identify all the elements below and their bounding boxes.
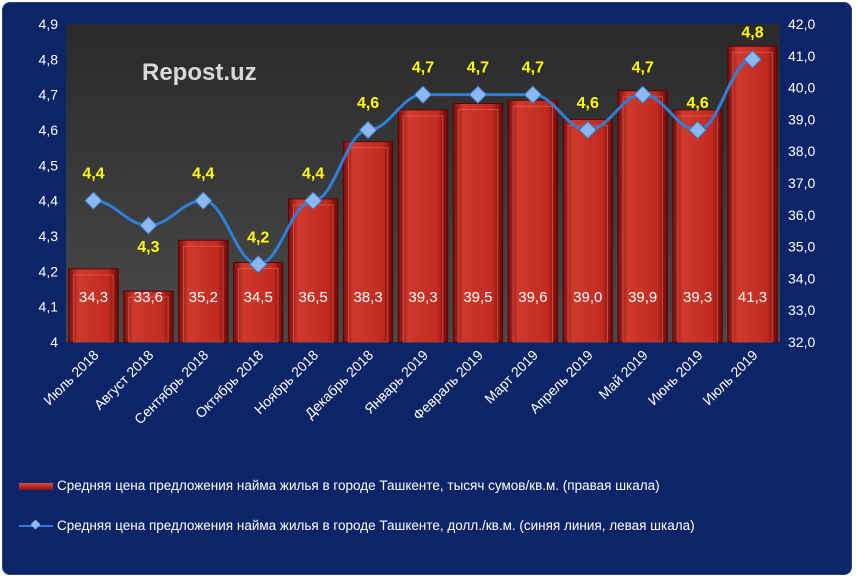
x-axis-label: Март 2019	[481, 347, 541, 407]
bar	[617, 90, 668, 343]
line-value-label: 4,2	[247, 229, 269, 246]
bar-bevel	[183, 245, 224, 343]
bar-value-label: 34,3	[79, 289, 108, 306]
x-axis-label: Июнь 2019	[644, 347, 705, 408]
line-point	[194, 191, 213, 210]
bar-value-label: 39,3	[408, 289, 437, 306]
bar-value-label: 39,6	[518, 289, 547, 306]
legend-item-bars: Средняя цена предложения найма жилья в г…	[19, 476, 660, 496]
left-axis-tick: 4,9	[39, 16, 59, 32]
line-point	[413, 85, 433, 104]
bar	[287, 198, 339, 343]
legend-item-line: Средняя цена предложения найма жилья в г…	[19, 516, 819, 536]
x-axis-label: Май 2019	[595, 347, 651, 403]
line-value-label: 4,4	[302, 166, 324, 183]
line-value-label: 4,6	[357, 95, 379, 112]
left-axis-tick: 4,2	[39, 263, 59, 279]
bar	[68, 268, 119, 343]
left-axis-tick: 4,8	[39, 51, 59, 67]
left-axis-tick: 4,6	[39, 122, 59, 138]
bar-value-label: 38,3	[353, 289, 382, 306]
left-axis-tick: 4,1	[39, 299, 59, 315]
line-point	[633, 85, 652, 104]
right-axis-tick: 35,0	[788, 239, 815, 255]
line-value-label: 4,8	[741, 24, 763, 41]
line-value-label: 4,4	[82, 166, 104, 183]
bar-value-label: 39,9	[628, 289, 657, 306]
right-axis-tick: 41,0	[788, 48, 815, 64]
left-axis-tick: 4,5	[39, 157, 59, 173]
line-point	[303, 191, 323, 210]
right-axis-tick: 37,0	[788, 175, 815, 191]
bar-bevel	[73, 274, 114, 343]
right-axis-tick: 33,0	[788, 302, 815, 318]
bar-legend-swatch	[19, 482, 53, 490]
watermark: Repost.uz	[142, 59, 257, 86]
bar	[562, 118, 613, 343]
bar-bevel	[457, 109, 499, 343]
bar-value-label: 35,2	[189, 289, 218, 306]
left-axis-tick: 4	[50, 334, 58, 350]
line-point	[688, 120, 707, 140]
line-point	[84, 191, 103, 210]
bar	[452, 103, 504, 343]
line-point	[523, 85, 543, 104]
right-axis-tick: 38,0	[788, 143, 815, 159]
right-axis-tick: 39,0	[788, 111, 815, 127]
line-value-label: 4,7	[522, 60, 544, 77]
bar	[123, 290, 174, 343]
bar-value-label: 36,5	[299, 289, 328, 306]
line-value-label: 4,3	[137, 239, 159, 256]
left-axis-tick: 4,4	[39, 193, 59, 209]
line-point	[358, 120, 378, 140]
line-legend-swatch	[19, 519, 53, 530]
bar-value-label: 39,5	[463, 289, 492, 306]
bar-value-label: 39,3	[683, 289, 712, 306]
bar-value-label: 33,6	[134, 289, 163, 306]
bar-bevel	[402, 115, 444, 343]
line-value-label: 4,7	[467, 60, 489, 77]
right-axis-tick: 40,0	[788, 80, 815, 96]
right-axis-tick: 32,0	[788, 334, 815, 350]
line-value-label: 4,7	[412, 60, 434, 77]
bar-bevel	[128, 296, 169, 343]
bar-bevel	[677, 115, 718, 343]
left-axis-tick: 4,3	[39, 228, 59, 244]
line-point	[743, 50, 762, 69]
bar	[397, 109, 449, 343]
x-axis-label: Июль 2019	[699, 347, 760, 408]
line-point	[578, 120, 597, 140]
legend-label-bars: Средняя цена предложения найма жилья в г…	[57, 478, 660, 493]
line-point	[249, 255, 268, 274]
line-value-label: 4,6	[686, 95, 708, 112]
bar-value-label: 34,5	[244, 289, 273, 306]
right-axis-tick: 36,0	[788, 207, 815, 223]
bar-bevel	[347, 147, 389, 343]
line-value-label: 4,6	[577, 95, 599, 112]
bar	[342, 141, 394, 343]
bar-bevel	[512, 105, 554, 343]
line-point	[468, 85, 488, 104]
bar	[233, 262, 284, 343]
legend-label-line: Средняя цена предложения найма жилья в г…	[57, 518, 695, 533]
right-axis-tick: 34,0	[788, 270, 815, 286]
bar	[178, 239, 229, 343]
line-value-label: 4,7	[632, 60, 654, 77]
bar-value-label: 41,3	[738, 289, 767, 306]
line-value-label: 4,4	[192, 166, 214, 183]
bar	[672, 109, 723, 343]
bar	[727, 45, 778, 343]
left-axis-tick: 4,7	[39, 87, 59, 103]
bar	[507, 99, 559, 343]
line-point	[139, 216, 158, 235]
right-axis-tick: 42,0	[788, 16, 815, 32]
bar-value-label: 39,0	[573, 289, 602, 306]
